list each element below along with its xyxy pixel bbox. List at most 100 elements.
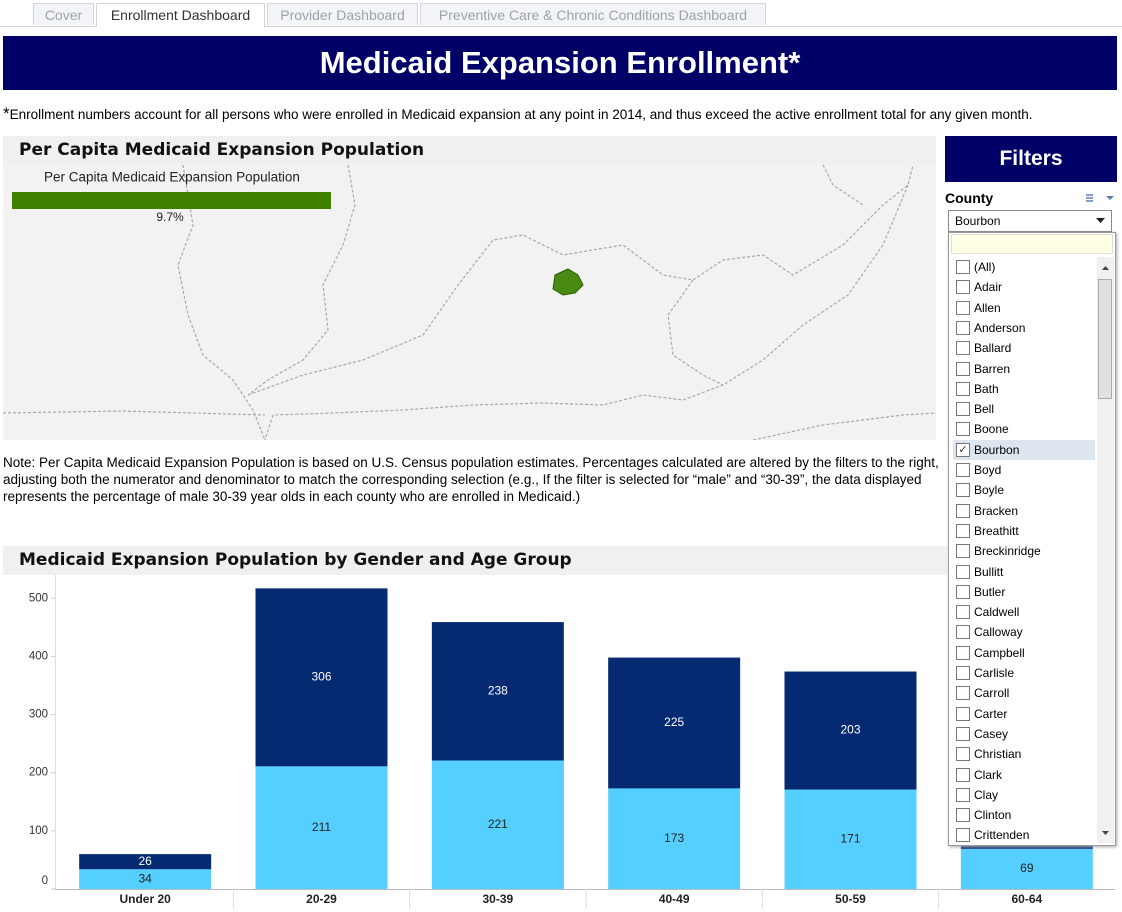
county-option[interactable]: Casey [953,724,1095,744]
value-label: 306 [311,670,331,684]
county-name: Allen [974,300,1001,315]
county-option[interactable]: Bullitt [953,562,1095,582]
county-option[interactable]: Anderson [953,318,1095,338]
checkbox[interactable] [956,544,970,559]
checkbox[interactable] [956,706,970,721]
tab[interactable]: Enrollment Dashboard [96,3,265,27]
county-option[interactable]: Bath [953,379,1095,399]
checkbox[interactable] [956,341,970,356]
county-name: Bourbon [974,442,1020,457]
checkbox[interactable] [956,645,970,660]
y-tick-label: 400 [29,650,48,662]
search-box[interactable] [951,234,1113,254]
chart-title: Medicaid Expansion Population by Gender … [3,546,947,575]
county-option[interactable]: Adair [953,277,1095,297]
checkbox[interactable] [956,280,970,295]
footnote-mark: * [3,104,10,123]
county-option[interactable]: Carlisle [953,663,1095,683]
checkbox[interactable] [956,564,970,579]
checkbox[interactable] [956,463,970,477]
county-option[interactable]: Carroll [953,683,1095,703]
checkbox[interactable] [956,422,970,437]
checkbox[interactable] [956,808,970,823]
tab[interactable]: Preventive Care & Chronic Conditions Das… [420,3,766,25]
county-option[interactable]: Calloway [953,622,1095,642]
checkbox[interactable] [956,361,970,376]
bar-segment[interactable] [255,766,388,889]
county-option[interactable]: Breathitt [953,521,1095,541]
checkbox[interactable] [956,605,970,620]
checkbox[interactable] [956,726,970,741]
filter-menu-icons[interactable] [1084,193,1116,205]
bar-segment[interactable] [784,789,917,889]
checkbox[interactable] [956,584,970,599]
checkbox[interactable] [956,320,970,335]
checkbox[interactable] [956,625,970,640]
county-option[interactable]: Ballard [953,338,1095,358]
county-option[interactable]: Carter [953,704,1095,724]
checkbox[interactable] [956,483,970,498]
county-option[interactable]: Bell [953,399,1095,419]
county-option[interactable]: (All) [953,257,1095,277]
bar-segment[interactable] [79,854,212,870]
checkbox[interactable] [956,523,970,538]
county-option[interactable]: Crittenden [953,825,1095,845]
county-option[interactable]: Butler [953,582,1095,602]
county-option[interactable]: Clinton [953,805,1095,825]
value-label: 203 [840,723,860,737]
county-select[interactable]: Bourbon [948,210,1112,232]
county-option[interactable]: Breckinridge [953,541,1095,561]
checkbox[interactable] [956,381,970,396]
checkbox[interactable] [956,767,970,782]
footnote-text: Enrollment numbers account for all perso… [9,107,1033,122]
bar-segment[interactable] [784,671,917,790]
county-option[interactable]: Bracken [953,501,1095,521]
checkbox[interactable] [956,787,970,802]
county-option[interactable]: Clark [953,765,1095,785]
checkbox[interactable] [956,260,970,274]
checkbox[interactable] [956,666,970,680]
tab[interactable]: Provider Dashboard [267,3,418,25]
county-option[interactable]: Campbell [953,643,1095,663]
county-name: Boone [974,422,1009,437]
checkbox[interactable] [956,503,970,518]
county-option[interactable]: Boone [953,419,1095,439]
county-name: Breckinridge [974,544,1041,559]
y-tick-label: 100 [29,825,48,837]
checkbox[interactable]: ✓ [956,442,970,457]
county-name: Bell [974,402,995,417]
bar-segment[interactable] [431,622,564,761]
county-option[interactable]: Boyd [953,460,1095,480]
checkbox[interactable] [956,402,970,417]
county-option[interactable]: Clay [953,785,1095,805]
checkbox[interactable] [956,747,970,762]
y-tick-label: 500 [29,592,48,604]
value-label: 26 [138,854,152,868]
checkbox[interactable] [956,828,970,843]
county-option[interactable]: Caldwell [953,602,1095,622]
scroll-thumb[interactable] [1098,279,1112,399]
legend-color-bar [12,192,331,209]
bar-segment[interactable] [608,788,741,889]
tab[interactable]: Cover [33,3,94,25]
county-name: Boyle [974,483,1005,498]
bar-segment[interactable] [255,588,388,767]
bar-segment[interactable] [608,657,741,789]
county-option[interactable]: Barren [953,359,1095,379]
county-option[interactable]: ✓ Bourbon [953,439,1095,460]
county-option[interactable]: Boyle [953,480,1095,500]
checkbox[interactable] [956,686,970,701]
bar-segment[interactable] [960,848,1093,889]
scrollbar[interactable] [1097,257,1114,843]
bar-segment[interactable] [431,760,564,889]
county-option[interactable]: Christian [953,744,1095,764]
county-name: (All) [974,260,996,274]
county-shape[interactable] [552,268,584,296]
legend-value: 9.7% [156,210,184,224]
county-name: Casey [974,726,1009,741]
county-name: Barren [974,361,1011,376]
checkbox[interactable] [956,300,970,315]
county-option[interactable]: Allen [953,298,1095,318]
bar-segment[interactable] [79,869,212,889]
